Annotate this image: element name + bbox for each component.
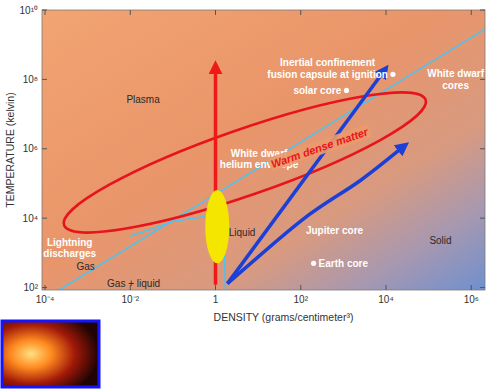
x-tick-label: 10⁻⁴ <box>36 294 54 305</box>
x-tick <box>215 285 216 290</box>
annotation: Liquid <box>229 227 256 238</box>
y-tick <box>480 10 485 11</box>
y-tick <box>42 148 47 149</box>
annotation: Solid <box>429 235 451 246</box>
x-tick-label: 10⁻² <box>122 294 140 305</box>
inset-image <box>2 321 99 387</box>
x-tick <box>386 10 387 15</box>
warm-dense-matter-region <box>53 69 436 257</box>
point <box>390 72 395 77</box>
label-patch <box>267 124 372 172</box>
y-tick-label: 10⁴ <box>23 213 38 224</box>
annotation: Plasma <box>126 94 160 105</box>
annotation: Gas <box>77 261 95 272</box>
x-tick <box>130 10 131 15</box>
plot-background <box>42 10 485 290</box>
y-tick-label: 10¹⁰ <box>20 5 38 16</box>
arrow <box>227 68 386 283</box>
x-tick <box>471 285 472 290</box>
annotation: Jupiter core <box>306 225 364 236</box>
annotation: Gas + liquid <box>107 278 160 289</box>
chart: 10⁻⁴ 10⁻² 1 10² 10⁴ 10⁶ 10² 10⁴ 10⁶ 10⁸ 10¹⁰ DENSIT… <box>0 0 495 389</box>
x-tick-label: 1 <box>213 294 219 305</box>
x-tick-label: 10² <box>294 294 309 305</box>
x-tick <box>45 10 46 15</box>
x-tick <box>471 10 472 15</box>
point <box>344 88 349 93</box>
x-tick <box>386 285 387 290</box>
y-tick <box>42 79 47 80</box>
y-tick-label: 10⁸ <box>23 74 38 85</box>
y-axis-title: TEMPERATURE (kelvin) <box>4 92 16 207</box>
y-tick <box>480 218 485 219</box>
highlight-region <box>205 190 229 263</box>
x-tick-label: 10⁶ <box>464 294 479 305</box>
annotation: Lightning <box>47 237 93 248</box>
annotation: cores <box>442 80 469 91</box>
y-tick <box>42 10 47 11</box>
x-tick-label: 10⁴ <box>378 294 393 305</box>
point <box>311 261 316 266</box>
x-tick <box>215 10 216 15</box>
y-tick <box>480 148 485 149</box>
point-label: Inertial confinement <box>280 57 376 68</box>
x-axis-title: DENSITY (grams/centimeter³) <box>214 311 354 323</box>
y-tick <box>480 287 485 288</box>
point-label: solar core <box>293 85 341 96</box>
phase-boundary <box>45 29 485 290</box>
annotation: discharges <box>43 248 96 259</box>
y-tick-label: 10² <box>24 282 39 293</box>
y-tick-label: 10⁶ <box>23 143 38 154</box>
x-tick <box>300 285 301 290</box>
point-label: Earth core <box>319 258 369 269</box>
region-label: Warm dense matter <box>269 125 370 170</box>
plot-frame <box>42 10 485 290</box>
y-tick <box>42 218 47 219</box>
y-tick <box>42 287 47 288</box>
plot-marks <box>45 29 485 290</box>
point-label: fusion capsule at ignition <box>267 69 388 80</box>
region-label-group: Warm dense matter <box>267 124 372 172</box>
annotation: White dwarf <box>427 68 484 79</box>
x-tick <box>300 10 301 15</box>
